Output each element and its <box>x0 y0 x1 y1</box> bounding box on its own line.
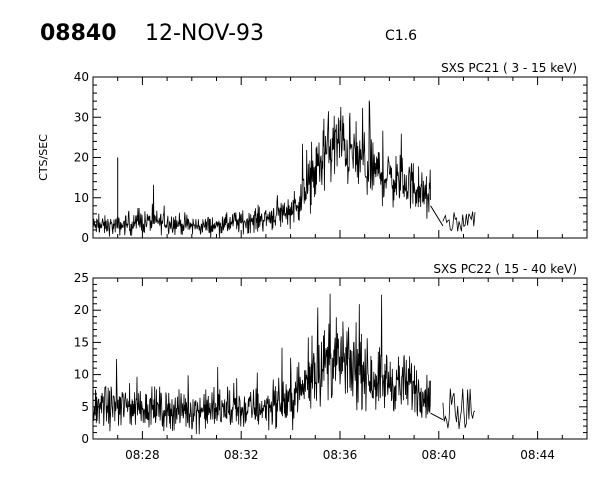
y-tick-label: 30 <box>74 110 89 124</box>
x-tick-label: 08:32 <box>224 448 259 462</box>
panel-title: SXS PC22 ( 15 - 40 keV) <box>433 262 577 276</box>
y-tick-label: 40 <box>74 70 89 84</box>
data-gap-line <box>430 412 444 421</box>
data-gap-line <box>430 205 444 227</box>
panel-pc21: SXS PC21 ( 3 - 15 keV) CTS/SEC 0 10 20 30 40 <box>37 61 588 245</box>
x-tick-label: 08:44 <box>520 448 555 462</box>
y-tick-label: 20 <box>74 151 89 165</box>
count-rate-trace <box>92 100 431 239</box>
tail-trace <box>442 388 476 430</box>
y-tick-label: 10 <box>74 191 89 205</box>
x-tick-label: 08:36 <box>323 448 358 462</box>
x-tick-label: 08:40 <box>422 448 457 462</box>
y-axis-label: CTS/SEC <box>37 134 50 181</box>
count-rate-trace <box>92 293 431 435</box>
y-tick-label: 25 <box>74 271 89 285</box>
y-tick-label: 10 <box>74 368 89 382</box>
x-tick-label: 08:28 <box>125 448 160 462</box>
panel-title: SXS PC21 ( 3 - 15 keV) <box>441 61 577 75</box>
tail-trace <box>442 211 476 232</box>
y-tick-label: 0 <box>81 231 89 245</box>
goes-class: C1.6 <box>385 28 417 44</box>
header: 08840 12-NOV-93 C1.6 <box>40 21 417 46</box>
event-date: 12-NOV-93 <box>145 21 264 46</box>
y-tick-label: 0 <box>81 432 89 446</box>
y-tick-label: 5 <box>81 400 89 414</box>
y-tick-label: 15 <box>74 335 89 349</box>
panel-pc22: SXS PC22 ( 15 - 40 keV) 0 5 10 15 20 25 08:28 08… <box>74 262 588 462</box>
event-id: 08840 <box>40 21 117 46</box>
y-tick-label: 20 <box>74 303 89 317</box>
